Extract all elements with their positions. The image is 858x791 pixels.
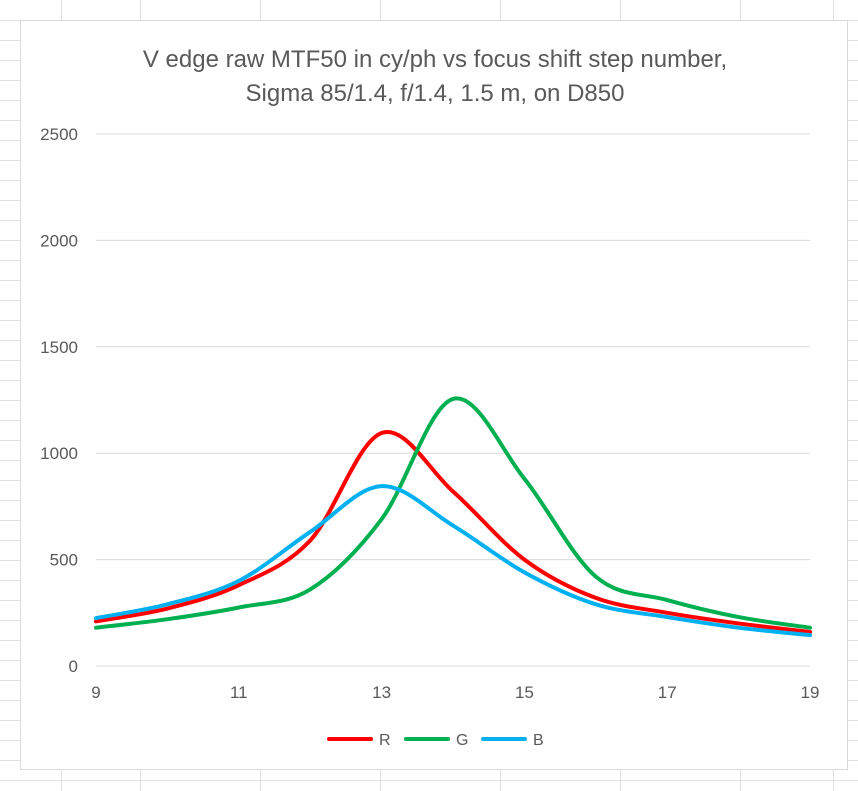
series-line-G xyxy=(94,396,812,630)
x-tick-label: 19 xyxy=(801,683,820,702)
y-tick-label: 1500 xyxy=(40,338,78,357)
y-tick-label: 2000 xyxy=(40,231,78,250)
x-tick-label: 15 xyxy=(515,683,534,702)
y-tick-label: 500 xyxy=(50,551,78,570)
series-line-B xyxy=(94,484,812,638)
y-tick-label: 2500 xyxy=(40,125,78,144)
chart-area[interactable]: V edge raw MTF50 in cy/ph vs focus shift… xyxy=(20,20,848,770)
x-tick-label: 11 xyxy=(230,683,248,702)
x-tick-label: 17 xyxy=(658,683,677,702)
y-tick-label: 0 xyxy=(69,657,78,676)
legend-label-B: B xyxy=(533,732,544,749)
gridlines xyxy=(96,133,810,667)
chart-title: V edge raw MTF50 in cy/ph vs focus shift… xyxy=(143,46,727,73)
chart-subtitle: Sigma 85/1.4, f/1.4, 1.5 m, on D850 xyxy=(246,80,625,107)
x-axis-ticks: 9 11 13 15 17 19 xyxy=(91,683,819,702)
legend-label-G: G xyxy=(456,732,468,749)
legend-label-R: R xyxy=(379,732,391,749)
y-tick-label: 1000 xyxy=(40,444,78,463)
x-tick-label: 9 xyxy=(91,683,100,702)
series-line-R xyxy=(94,430,812,634)
plot-series xyxy=(94,396,812,638)
y-axis-ticks: 0 500 1000 1500 2000 2500 xyxy=(40,125,78,676)
chart-svg: V edge raw MTF50 in cy/ph vs focus shift… xyxy=(40,46,819,749)
x-tick-label: 13 xyxy=(372,683,391,702)
